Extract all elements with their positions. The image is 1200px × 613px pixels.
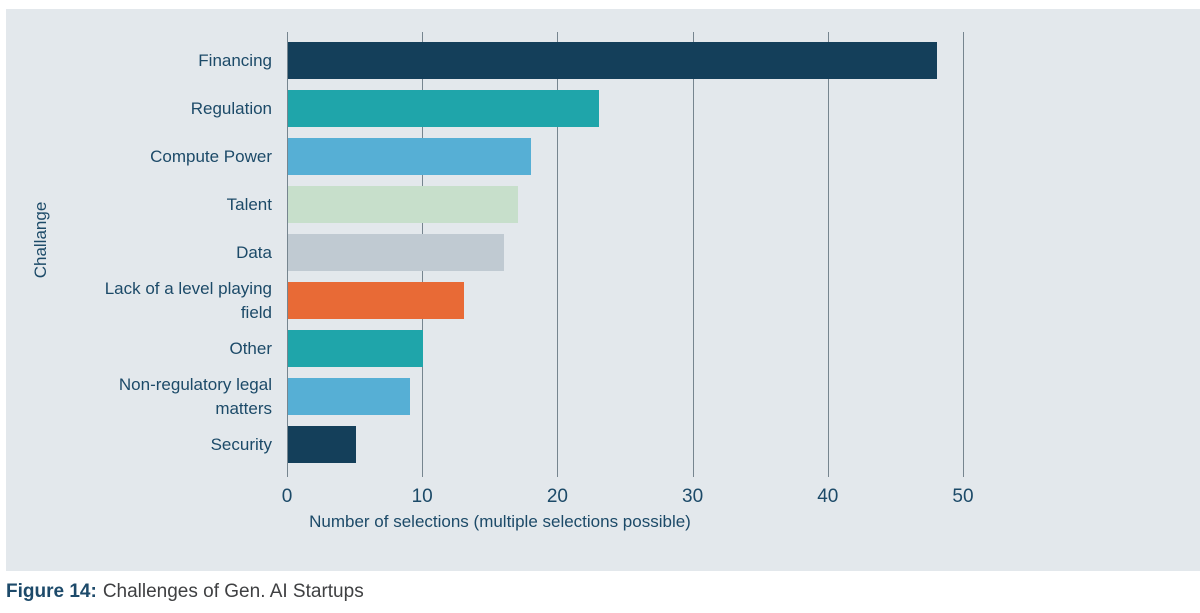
tick-mark-x-20 [557, 470, 559, 477]
tick-mark-x-0 [287, 470, 288, 477]
category-label-other: Other [229, 338, 272, 358]
bar-compute-power [288, 138, 532, 175]
x-tick-label-10: 10 [411, 486, 433, 507]
gridline-x-30 [692, 32, 694, 470]
x-tick-label-30: 30 [682, 486, 704, 507]
x-tick-label-0: 0 [281, 486, 293, 507]
category-label-data: Data [236, 242, 272, 262]
tick-mark-x-50 [963, 470, 964, 477]
plot-area [287, 32, 964, 477]
tick-mark-x-10 [422, 470, 424, 477]
tick-mark-x-30 [692, 470, 694, 477]
x-axis-title: Number of selections (multiple selection… [309, 512, 691, 531]
bar-lack-of-a-level-playing-field [288, 282, 464, 319]
category-label-security: Security [210, 434, 272, 454]
bar-financing [288, 42, 937, 79]
bar-non-regulatory-legal-matters [288, 378, 410, 415]
category-label-compute-power: Compute Power [150, 146, 272, 166]
tick-mark-x-40 [827, 470, 829, 477]
figure-caption: Figure 14: Challenges of Gen. AI Startups [6, 580, 364, 604]
bar-data [288, 234, 505, 271]
gridline-x-50 [963, 32, 964, 470]
x-tick-label-50: 50 [952, 486, 974, 507]
chart-panel: Challange Financing Regulation Compute Pow… [6, 9, 1200, 571]
gridline-x-20 [557, 32, 559, 470]
x-tick-label-20: 20 [546, 486, 568, 507]
figure-caption-number: Figure 14: [6, 581, 97, 602]
gridline-x-40 [827, 32, 829, 470]
category-label-lack-of-a-level-playing-field: Lack of a level playing field [104, 278, 272, 322]
bar-regulation [288, 90, 599, 127]
bar-security [288, 426, 356, 463]
figure-caption-text: Challenges of Gen. AI Startups [102, 581, 364, 602]
x-tick-labels: 0 10 20 30 40 50 [6, 486, 1200, 510]
category-label-regulation: Regulation [190, 98, 272, 118]
category-label-financing: Financing [198, 50, 272, 70]
category-label-non-regulatory-legal-matters: Non-regulatory legal matters [118, 374, 272, 418]
category-label-talent: Talent [226, 194, 272, 214]
gridline-x-0 [287, 32, 288, 470]
bar-talent [288, 186, 518, 223]
bar-other [288, 330, 424, 367]
x-tick-label-40: 40 [817, 486, 839, 507]
category-axis: Financing Regulation Compute Power Talent Da… [6, 32, 272, 470]
